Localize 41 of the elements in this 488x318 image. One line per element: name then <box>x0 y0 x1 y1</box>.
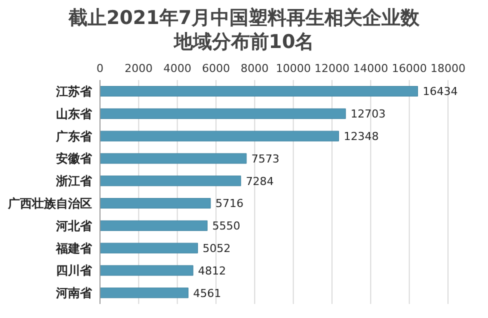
y-tick-label: 广西壮族自治区 <box>7 196 92 210</box>
data-label: 12348 <box>344 130 379 143</box>
y-tick-label: 江苏省 <box>55 84 93 98</box>
bar <box>100 242 198 254</box>
data-label: 4561 <box>193 286 222 300</box>
x-tick-label: 18000 <box>430 62 466 75</box>
y-tick-label: 安徽省 <box>56 152 93 166</box>
y-tick-label: 河南省 <box>55 286 93 300</box>
data-label: 7573 <box>251 152 280 166</box>
data-label: 16434 <box>422 85 458 98</box>
x-tick-label: 12000 <box>314 62 350 75</box>
x-tick-label: 10000 <box>276 62 311 75</box>
x-tick-label: 16000 <box>392 62 427 75</box>
y-tick-label: 浙江省 <box>55 174 93 188</box>
data-label: 5716 <box>216 197 244 210</box>
x-tick-label: 0 <box>96 62 104 75</box>
data-label: 4812 <box>198 264 226 278</box>
x-tick-label: 14000 <box>353 62 388 75</box>
data-label: 5550 <box>212 220 240 233</box>
y-tick-label: 河北省 <box>55 218 93 233</box>
data-label: 7284 <box>246 174 274 188</box>
data-label: 12703 <box>350 108 386 121</box>
bar <box>100 108 346 119</box>
bar <box>100 86 418 97</box>
bar <box>100 198 211 209</box>
x-tick-label: 4000 <box>163 62 192 75</box>
chart-title: 截止2021年7月中国塑料再生相关企业数地域分布前10名 <box>67 6 421 54</box>
bar <box>100 153 247 164</box>
y-tick-label: 广东省 <box>55 129 93 144</box>
bar <box>100 176 242 186</box>
bar <box>100 130 339 142</box>
x-tick-label: 8000 <box>240 62 269 75</box>
y-tick-label: 山东省 <box>56 106 93 121</box>
bar <box>100 265 194 276</box>
x-tick-label: 6000 <box>202 62 230 75</box>
x-tick-label: 2000 <box>124 62 153 75</box>
y-tick-label: 四川省 <box>56 264 93 278</box>
bar <box>100 288 188 298</box>
y-tick-label: 福建省 <box>55 241 93 256</box>
data-label: 5052 <box>202 242 231 255</box>
bar <box>100 220 208 231</box>
